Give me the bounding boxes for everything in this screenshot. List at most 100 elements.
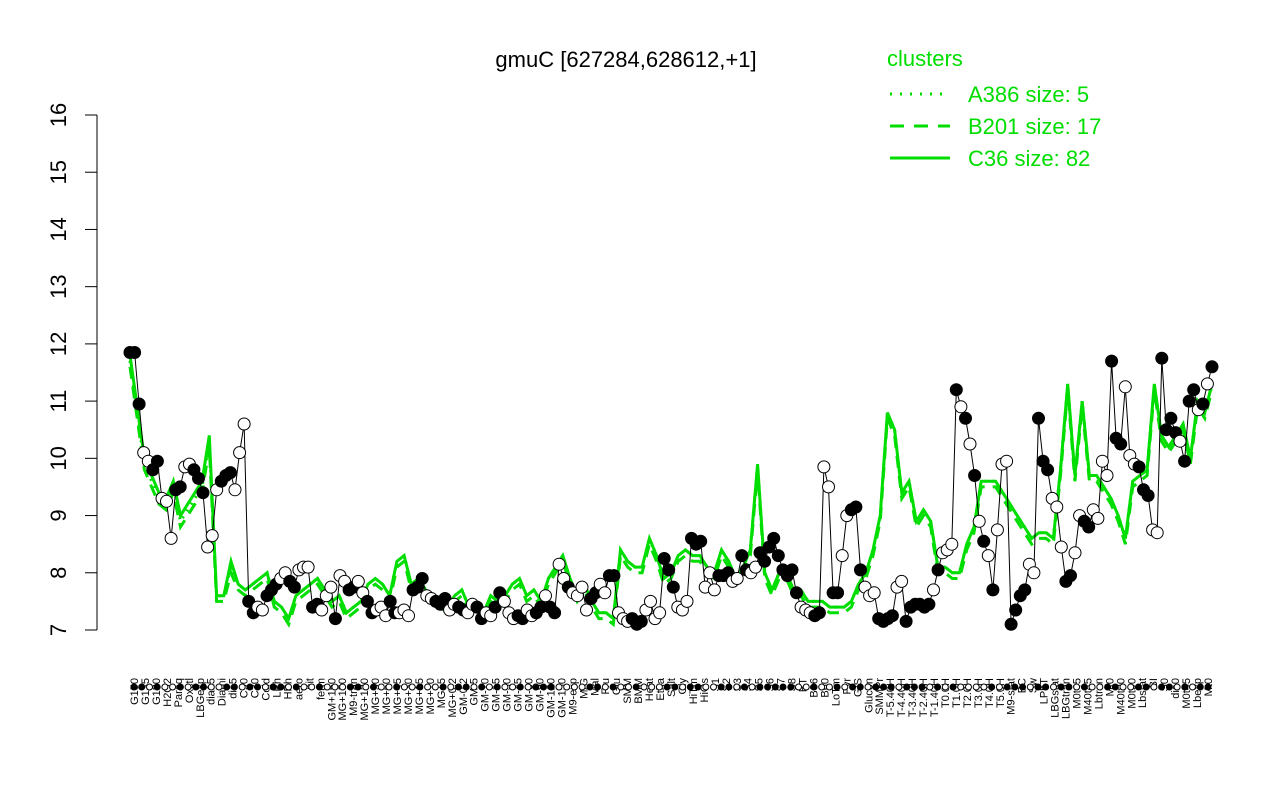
- x-indicator: [663, 683, 671, 691]
- data-point: [1173, 434, 1187, 448]
- data-point: [785, 563, 799, 577]
- data-point: [1054, 540, 1068, 554]
- x-indicator: [1080, 683, 1088, 691]
- x-indicator: [895, 683, 903, 691]
- data-point: [707, 583, 721, 597]
- x-indicator: [609, 683, 617, 691]
- x-tick-label: GM-30: [502, 678, 514, 712]
- data-point: [173, 480, 187, 494]
- data-point: [931, 563, 945, 577]
- x-indicator: [1111, 683, 1119, 691]
- data-point: [598, 586, 612, 600]
- x-indicator: [555, 683, 563, 691]
- x-tick-label: B60: [819, 678, 831, 698]
- x-indicator: [841, 683, 849, 691]
- x-indicator: [1204, 683, 1212, 691]
- x-indicator: [1057, 683, 1065, 691]
- x-indicator: [1088, 683, 1096, 691]
- data-point: [1004, 617, 1018, 631]
- data-point: [972, 514, 986, 528]
- data-point: [383, 594, 397, 608]
- x-indicator: [238, 683, 246, 691]
- y-tick-label: 7: [46, 624, 71, 636]
- data-point: [497, 594, 511, 608]
- y-tick-label: 9: [46, 509, 71, 521]
- data-point: [694, 534, 708, 548]
- x-indicator: [176, 683, 184, 691]
- x-indicator: [1096, 683, 1104, 691]
- y-tick-label: 13: [46, 274, 71, 298]
- data-point: [1150, 526, 1164, 540]
- data-point: [680, 594, 694, 608]
- x-indicator: [949, 683, 957, 691]
- data-point: [1196, 397, 1210, 411]
- legend-entry-c36: C36 size: 82: [968, 146, 1090, 171]
- legend-title: clusters: [887, 46, 963, 71]
- x-indicator: [447, 683, 455, 691]
- x-indicator: [725, 683, 733, 691]
- data-point: [1155, 351, 1169, 365]
- data-point: [817, 460, 831, 474]
- x-indicator: [161, 683, 169, 691]
- data-point: [666, 580, 680, 594]
- x-indicator: [501, 683, 509, 691]
- x-indicator: [516, 683, 524, 691]
- data-point: [1187, 383, 1201, 397]
- x-indicator: [880, 683, 887, 691]
- x-tick-label: SMM: [622, 678, 634, 704]
- x-indicator: [764, 683, 772, 691]
- data-point: [164, 531, 178, 545]
- data-point: [771, 549, 785, 563]
- data-point: [981, 549, 995, 563]
- x-indicator: [818, 683, 826, 691]
- x-indicator: [941, 683, 949, 691]
- legend-entry-b201: B201 size: 17: [968, 114, 1101, 139]
- data-point: [927, 583, 940, 597]
- x-indicator: [1196, 683, 1204, 691]
- data-points: [123, 346, 1219, 631]
- data-point: [959, 411, 972, 425]
- data-point: [922, 597, 936, 611]
- x-tick-label: G180: [151, 678, 163, 705]
- x-indicator: [1034, 683, 1042, 691]
- data-point: [790, 586, 803, 600]
- x-indicator: [740, 683, 748, 691]
- data-point: [1018, 583, 1032, 597]
- x-indicator: [648, 683, 656, 691]
- x-indicator: [1042, 683, 1050, 691]
- x-indicator: [833, 683, 841, 691]
- x-indicator: [153, 683, 161, 691]
- data-point: [1100, 469, 1114, 482]
- x-indicator: [1165, 683, 1173, 691]
- x-indicator: [748, 683, 756, 691]
- data-point: [1009, 603, 1023, 617]
- y-tick-label: 14: [46, 217, 71, 241]
- x-indicator: [1026, 683, 1034, 691]
- data-point: [255, 603, 269, 617]
- data-point: [835, 549, 849, 563]
- x-indicator: [1173, 683, 1181, 691]
- x-indicator: [625, 683, 632, 691]
- x-indicator: [400, 683, 408, 691]
- x-indicator: [254, 683, 262, 691]
- data-point: [945, 537, 959, 551]
- x-indicator: [1189, 683, 1196, 691]
- x-indicator: [934, 683, 942, 691]
- legend: clusters A386 size: 5 B201 size: 17 C36 …: [887, 46, 1101, 171]
- x-indicator: [431, 683, 439, 691]
- x-indicator: [1135, 683, 1142, 691]
- x-indicator: [918, 683, 926, 691]
- data-point: [977, 534, 991, 548]
- x-indicator: [995, 683, 1003, 691]
- x-indicator: [795, 683, 802, 691]
- x-indicator: [1119, 683, 1127, 691]
- y-axis: 7 8 9 10 11 12 13 14 15 16: [46, 103, 98, 636]
- x-indicator: [810, 683, 818, 691]
- x-indicator: [563, 683, 571, 691]
- data-point: [237, 417, 251, 431]
- x-indicator: [988, 683, 996, 691]
- x-indicator: [269, 683, 277, 691]
- x-indicator: [756, 683, 764, 691]
- x-indicator: [377, 683, 385, 691]
